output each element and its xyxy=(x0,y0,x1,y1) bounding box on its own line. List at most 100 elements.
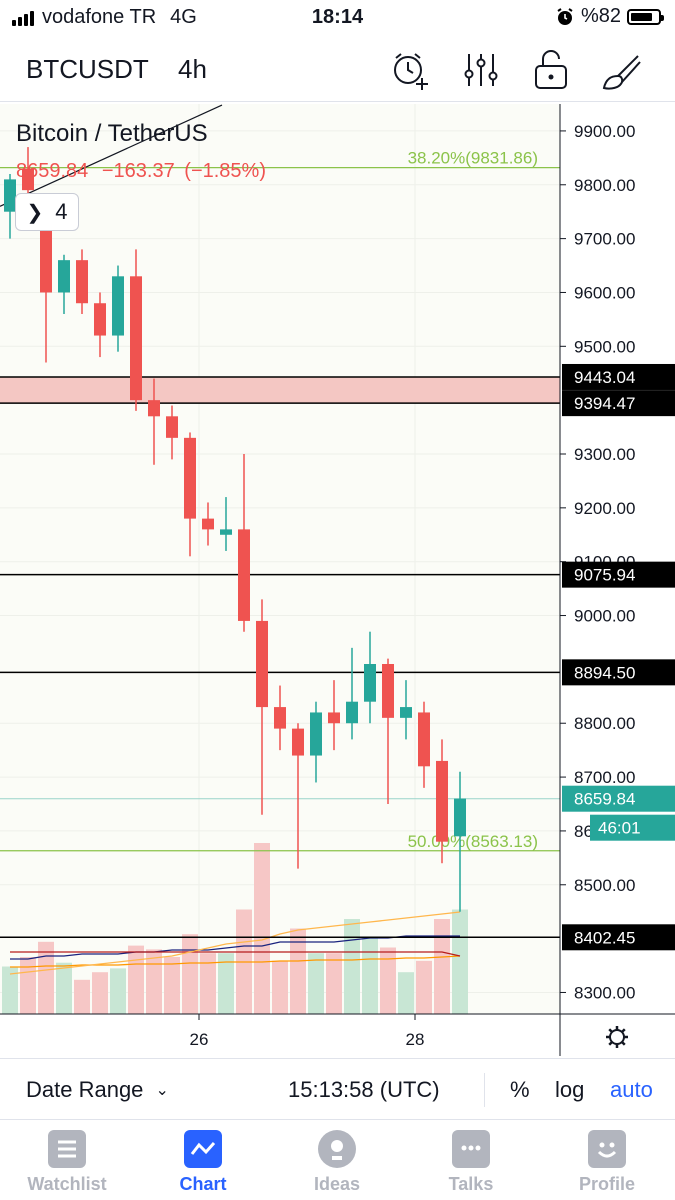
price-chart[interactable]: 38.20%(9831.86) 50.00%(8563.13) 9900.00 980… xyxy=(0,104,675,1056)
price-tick-label: 9700.00 xyxy=(574,230,635,249)
volume-ma-line-orange xyxy=(10,955,461,968)
symbol-selector[interactable]: BTCUSDT xyxy=(26,54,149,84)
plot-background xyxy=(0,104,560,1014)
last-price-label-bg xyxy=(562,785,675,812)
chart-icon xyxy=(184,1130,222,1168)
volume-ma-line-red xyxy=(10,951,461,957)
gear-tooth xyxy=(621,1041,626,1046)
candle-body xyxy=(382,664,394,718)
candle-body xyxy=(436,760,448,842)
volume-bar xyxy=(92,972,108,1014)
volume-bar xyxy=(182,934,198,1014)
interval-selector[interactable]: 4h xyxy=(178,54,207,84)
candle-body xyxy=(148,400,160,417)
volume-bar xyxy=(416,960,432,1014)
chevron-right-icon: ❯ xyxy=(26,201,44,224)
tab-profile[interactable]: Profile xyxy=(552,1130,662,1195)
volume-bar xyxy=(218,953,234,1014)
volume-bar xyxy=(128,945,144,1014)
price-tick-label: 9200.00 xyxy=(574,499,635,518)
fibonacci-level-label: 38.20%(9831.86) xyxy=(408,149,538,168)
volume-bar xyxy=(344,919,360,1014)
indicators-icon[interactable] xyxy=(459,48,503,92)
volume-bar xyxy=(20,957,36,1014)
volume-bar xyxy=(110,968,126,1014)
level-price-label-bg xyxy=(562,363,675,390)
tab-label: Watchlist xyxy=(27,1174,107,1194)
candle-body xyxy=(310,712,322,756)
chart-title: Bitcoin / TetherUS xyxy=(16,120,208,147)
price-tick-label: 8700.00 xyxy=(574,768,635,787)
price-tick-label: 8800.00 xyxy=(574,714,635,733)
indicators-collapse-button[interactable]: ❯ 4 xyxy=(15,193,79,231)
legend-change: −163.37 xyxy=(101,160,175,182)
fibonacci-level-label: 50.00%(8563.13) xyxy=(408,832,538,851)
volume-bar xyxy=(452,909,468,1014)
candle-body xyxy=(40,222,52,293)
auto-scale-toggle[interactable]: auto xyxy=(610,1077,653,1102)
chat-icon xyxy=(452,1130,490,1168)
chevron-down-icon: ⌄ xyxy=(155,1082,169,1099)
chart-toolbar: BTCUSDT 4h xyxy=(0,36,675,102)
candlestick-chart[interactable]: 38.20%(9831.86) 50.00%(8563.13) 9900.00 980… xyxy=(0,104,675,1056)
last-price-label: 8659.84 xyxy=(574,790,635,809)
candle-body xyxy=(346,701,358,724)
candle-body xyxy=(4,179,16,212)
settings-gear-icon[interactable] xyxy=(606,1026,628,1048)
candle-body xyxy=(238,529,250,621)
drawing-brush-icon[interactable] xyxy=(600,48,644,92)
level-price-label-bg xyxy=(562,659,675,686)
tab-label: Chart xyxy=(179,1174,227,1194)
tab-talks[interactable]: Talks xyxy=(416,1130,526,1195)
candle-body xyxy=(454,798,466,837)
volume-bar xyxy=(380,947,396,1014)
price-tick-label: 9000.00 xyxy=(574,607,635,626)
volume-bar xyxy=(2,966,18,1014)
bottom-tab-bar: Watchlist Chart Ideas Talks Profile xyxy=(0,1120,675,1200)
log-scale-toggle[interactable]: log xyxy=(555,1077,585,1102)
indicators-count: 4 xyxy=(55,199,68,224)
status-time: 18:14 xyxy=(311,6,364,28)
tab-watchlist[interactable]: Watchlist xyxy=(12,1130,122,1195)
countdown-label-bg xyxy=(590,814,675,841)
utc-clock[interactable]: 15:13:58 (UTC) xyxy=(288,1077,440,1102)
percent-scale-toggle[interactable]: % xyxy=(510,1077,530,1102)
level-price-label-bg xyxy=(562,561,675,588)
legend-price: 8659.84 xyxy=(16,160,89,182)
volume-bar xyxy=(398,972,414,1014)
volume-bar xyxy=(164,957,180,1014)
candle-body xyxy=(400,707,412,718)
candle-body xyxy=(22,168,34,191)
tab-label: Profile xyxy=(578,1174,635,1194)
volume-bar xyxy=(200,953,216,1014)
candle-body xyxy=(202,518,214,530)
lock-icon[interactable] xyxy=(529,48,573,92)
volume-bar xyxy=(308,953,324,1014)
price-tick-label: 8300.00 xyxy=(574,983,635,1002)
tab-ideas[interactable]: Ideas xyxy=(282,1130,392,1195)
date-range-label: Date Range xyxy=(26,1077,144,1102)
volume-ma-line-light-orange xyxy=(9,911,461,975)
time-tick-label: 28 xyxy=(406,1030,425,1049)
status-right: %82 xyxy=(555,5,664,28)
candle-body xyxy=(76,260,88,304)
status-bar: vodafone TR 4G 18:14 %82 xyxy=(0,0,675,36)
candle-body xyxy=(418,712,430,767)
level-price-label-bg xyxy=(562,390,675,417)
candle-body xyxy=(184,437,196,519)
candle-body xyxy=(256,620,268,708)
gear-tooth xyxy=(608,1041,613,1046)
price-tick-label: 9300.00 xyxy=(574,445,635,464)
alarm-add-icon[interactable] xyxy=(388,48,432,92)
tab-chart[interactable]: Chart xyxy=(148,1130,258,1195)
battery-percent: %82 xyxy=(580,5,621,27)
list-icon xyxy=(48,1130,86,1168)
chart-bottom-bar: Date Range ⌄ 15:13:58 (UTC) % log auto xyxy=(0,1058,675,1120)
price-tick-label: 9500.00 xyxy=(574,337,635,356)
candle-body xyxy=(58,260,70,293)
date-range-button[interactable]: Date Range ⌄ xyxy=(26,1077,169,1103)
volume-bar xyxy=(290,928,306,1014)
gear-tooth xyxy=(621,1028,626,1033)
divider xyxy=(484,1073,485,1107)
candle-body xyxy=(220,529,232,535)
